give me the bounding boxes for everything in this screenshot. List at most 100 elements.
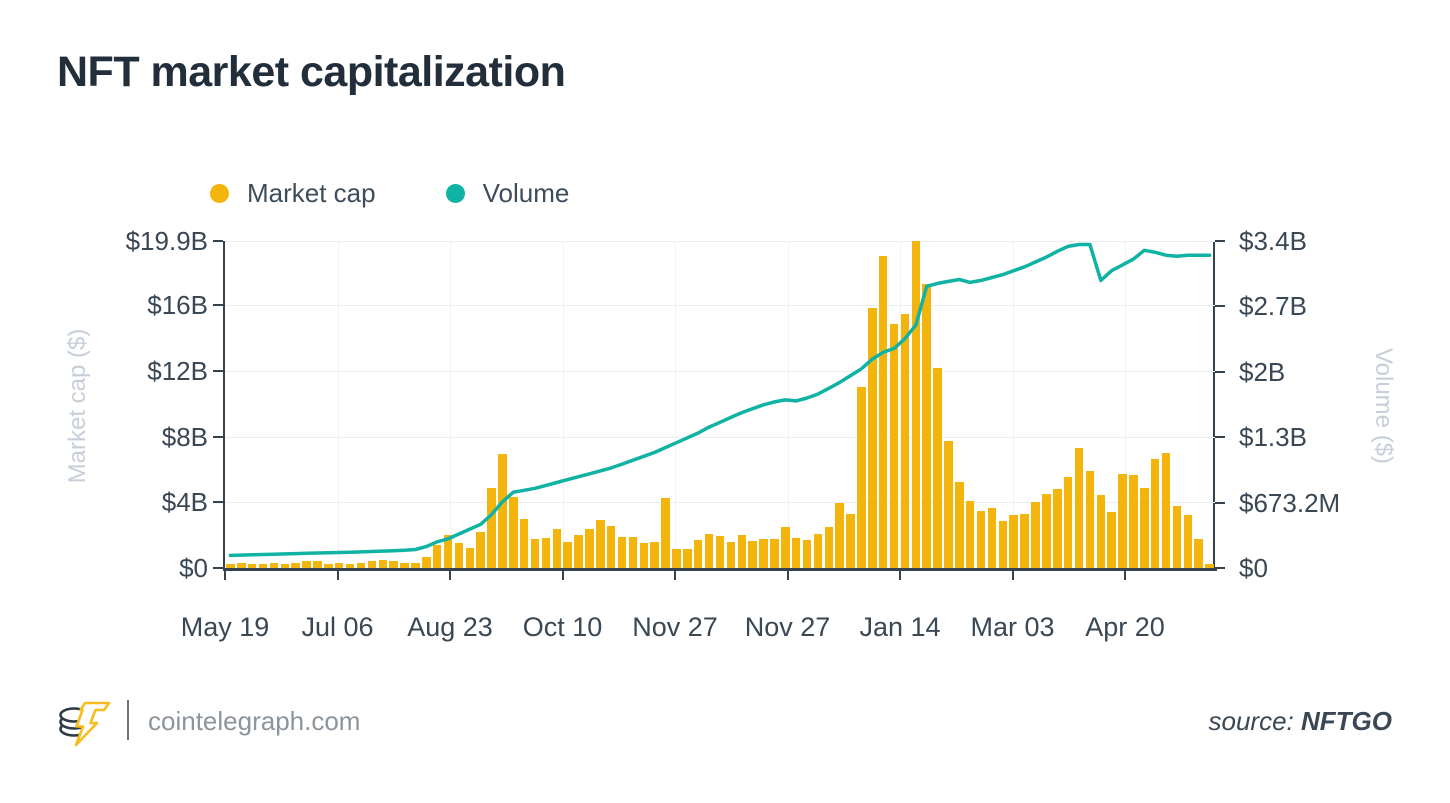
market-cap-bar: [1096, 494, 1106, 568]
source-label: source:: [1208, 706, 1294, 736]
h-gridline: [225, 370, 1215, 372]
bottom-tickmark: [786, 571, 789, 580]
market-cap-bar: [987, 508, 997, 568]
right-tickmark: [1215, 240, 1225, 242]
right-axis-title: Volume ($): [1370, 347, 1397, 465]
left-tickmark: [213, 435, 223, 438]
left-tickmark: [213, 240, 223, 242]
market-cap-bar: [1172, 506, 1182, 568]
h-gridline: [225, 436, 1215, 438]
market-cap-bar: [802, 540, 812, 568]
x-tick-label: Apr 20: [1085, 612, 1165, 642]
right-axis-line: [1213, 241, 1215, 571]
market-cap-bar: [1009, 514, 1018, 568]
market-cap-bar: [258, 563, 268, 568]
market-cap-bar: [313, 561, 322, 568]
right-tickmark: [1215, 567, 1225, 569]
v-gridline: [450, 241, 451, 568]
market-cap-bar: [596, 520, 605, 568]
market-cap-bar: [291, 563, 300, 568]
market-cap-bar: [552, 529, 562, 568]
market-cap-bar: [704, 533, 714, 568]
market-cap-bar: [661, 498, 670, 568]
market-cap-bar: [1107, 512, 1116, 568]
market-cap-bar: [1194, 539, 1203, 568]
market-cap-bar: [693, 540, 703, 568]
v-gridline: [675, 241, 676, 568]
footer-divider: [127, 700, 129, 740]
market-cap-bar: [498, 453, 507, 568]
chart-title: NFT market capitalization: [57, 48, 566, 96]
market-cap-bar: [541, 538, 551, 568]
market-cap-bar: [791, 538, 801, 568]
v-gridline: [562, 241, 564, 568]
bottom-tickmark: [224, 571, 226, 580]
market-cap-bar: [965, 501, 975, 568]
x-tick-label: Nov 27: [744, 612, 831, 642]
right-ytick-label: $1.3B: [1239, 422, 1307, 453]
market-cap-bar: [1140, 488, 1149, 568]
market-cap-bar: [324, 563, 333, 568]
bottom-tickmark: [561, 571, 564, 580]
market-cap-bar: [617, 536, 627, 568]
cointelegraph-logo-icon: [59, 701, 111, 747]
market-cap-bar: [334, 562, 344, 568]
volume-line: [228, 242, 1212, 558]
market-cap-bar: [585, 528, 594, 568]
market-cap-bar: [356, 562, 366, 568]
market-cap-bar: [367, 561, 377, 568]
market-cap-bar: [868, 308, 877, 568]
legend-label-volume: Volume: [482, 178, 570, 208]
market-cap-bar: [574, 535, 583, 568]
market-cap-bar: [922, 283, 931, 568]
market-cap-bar: [672, 549, 681, 568]
market-cap-bar: [443, 535, 453, 568]
market-cap-bar: [247, 563, 257, 568]
market-cap-bar: [454, 542, 464, 568]
volume-dot-icon: [445, 184, 465, 203]
right-tickmark: [1215, 370, 1225, 373]
market-cap-bar: [1205, 563, 1214, 568]
market-cap-bar: [900, 314, 910, 568]
market-cap-bar: [835, 503, 844, 568]
market-cap-bar: [1085, 471, 1095, 568]
market-cap-bar: [976, 510, 986, 568]
market-cap-bar: [1020, 513, 1029, 568]
market-cap-bar: [1074, 448, 1084, 568]
source-name: NFTGO: [1301, 706, 1392, 736]
left-tickmark: [213, 501, 223, 504]
market-cap-bar: [400, 562, 409, 568]
left-ytick-label: $19.9B: [125, 226, 208, 256]
footer-source: source: NFTGO: [1209, 706, 1393, 737]
market-cap-bar: [345, 563, 355, 568]
market-cap-bar: [422, 557, 431, 568]
market-cap-bar: [269, 563, 279, 568]
left-ytick-label: $0: [179, 553, 208, 583]
market-cap-bar: [726, 541, 736, 568]
legend-label-market-cap: Market cap: [247, 178, 376, 208]
market-cap-bar: [487, 488, 496, 568]
bottom-tickmark: [1124, 571, 1126, 580]
v-gridline: [1125, 241, 1126, 568]
market-cap-bar: [1031, 502, 1040, 568]
market-cap-bar: [628, 536, 638, 568]
market-cap-bar: [530, 539, 540, 568]
market-cap-bar: [563, 541, 572, 568]
right-ytick-label: $673.2M: [1239, 487, 1341, 518]
h-gridline: [225, 241, 1215, 242]
x-tick-label: Mar 03: [970, 612, 1055, 642]
market-cap-bar: [889, 323, 899, 568]
x-tick-label: Aug 23: [407, 612, 493, 642]
market-cap-bar: [650, 541, 659, 568]
market-cap-bar: [1183, 514, 1193, 568]
right-tickmark: [1215, 305, 1225, 308]
x-tick-label: Jan 14: [859, 612, 941, 642]
left-tickmark: [213, 567, 223, 569]
v-gridline: [900, 241, 901, 568]
left-ytick-label: $16B: [147, 290, 208, 321]
left-ytick-label: $12B: [147, 355, 208, 386]
legend: Market cap Volume: [210, 178, 569, 209]
h-gridline: [225, 502, 1215, 504]
market-cap-dot-icon: [210, 184, 229, 203]
market-cap-bar: [1150, 458, 1160, 568]
